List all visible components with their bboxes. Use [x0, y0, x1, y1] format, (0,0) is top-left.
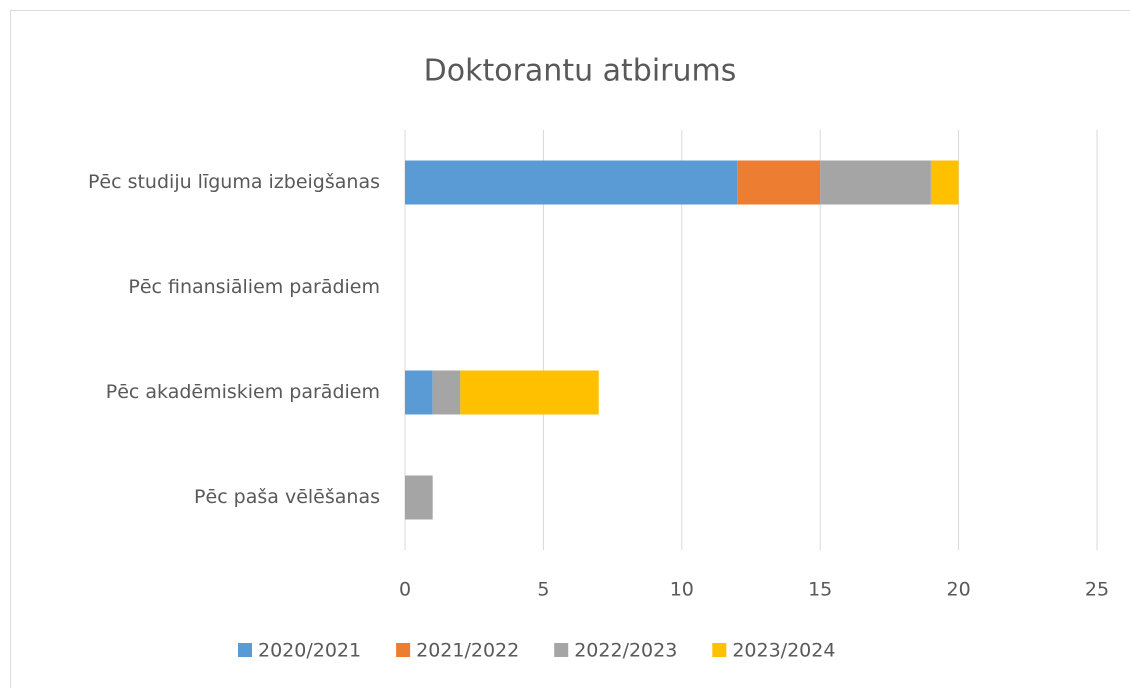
bar-segment [820, 160, 931, 205]
x-tick-label: 5 [537, 579, 549, 601]
x-tick-label: 10 [670, 579, 694, 601]
bar-segment [737, 160, 821, 205]
x-tick-label: 0 [399, 579, 411, 601]
chart-title: Doktorantu atbirums [424, 54, 737, 89]
x-tick-label: 25 [1085, 579, 1109, 601]
legend-label: 2022/2023 [574, 640, 677, 662]
bar-segment [460, 370, 599, 415]
x-tick-label: 20 [947, 579, 971, 601]
chart-border [10, 10, 1130, 688]
legend-swatch [396, 643, 411, 657]
bar-segment [405, 475, 433, 520]
y-tick-label: Pēc studiju līguma izbeigšanas [88, 171, 380, 193]
bar-segment [405, 370, 433, 415]
legend-swatch [238, 643, 252, 657]
bar-segment [432, 370, 461, 415]
bar-segment [930, 160, 959, 205]
y-tick-label: Pēc akadēmiskiem parādiem [106, 381, 380, 403]
y-tick-label: Pēc paša vēlēšanas [194, 486, 380, 508]
x-tick-label: 15 [808, 579, 832, 601]
legend-swatch [554, 643, 569, 657]
legend-label: 2023/2024 [732, 640, 835, 662]
legend-label: 2021/2022 [416, 640, 519, 662]
legend-swatch [712, 643, 727, 657]
bar-segment [405, 160, 738, 205]
legend-label: 2020/2021 [258, 640, 361, 662]
y-tick-label: Pēc finansiāliem parādiem [128, 276, 380, 298]
